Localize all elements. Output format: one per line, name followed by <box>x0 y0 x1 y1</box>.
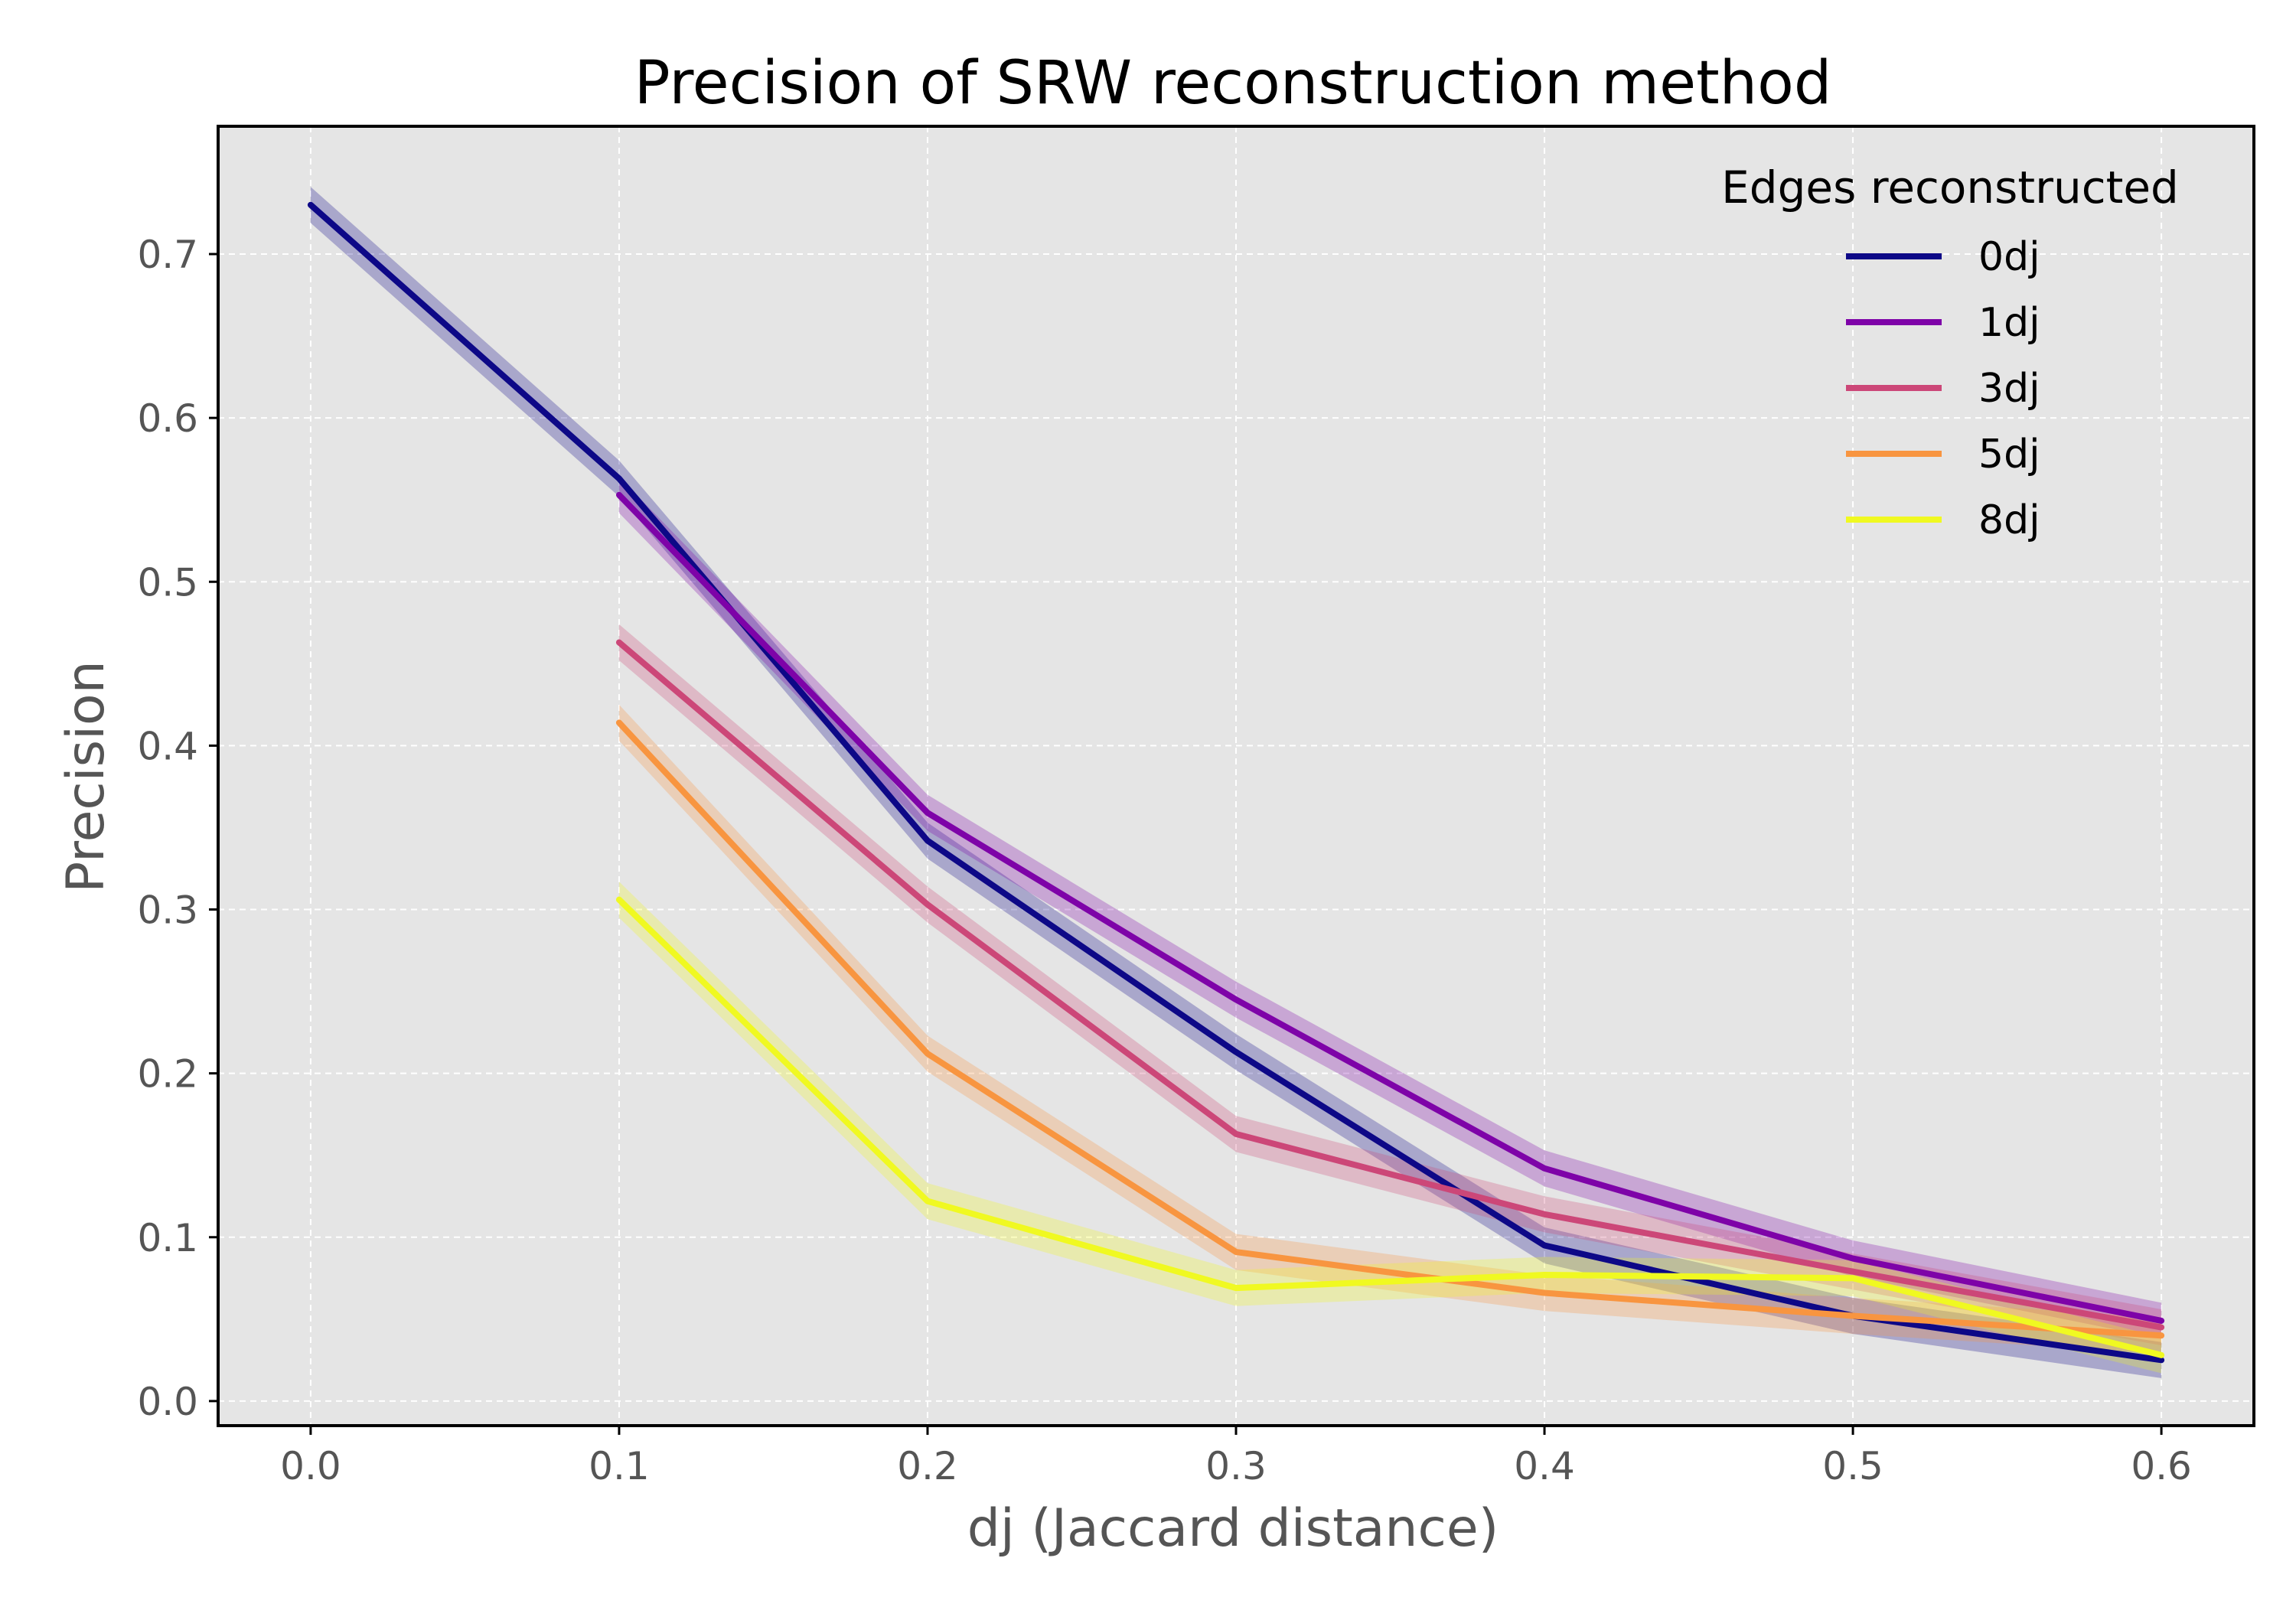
y-axis-ticks: 0.0 0.1 0.2 0.3 0.4 0.5 0.6 0.7 <box>137 233 218 1424</box>
y-tick-label: 0.5 <box>137 560 198 605</box>
x-tick-label: 0.3 <box>1205 1444 1267 1488</box>
y-tick-label: 0.4 <box>137 724 198 768</box>
y-tick-label: 0.2 <box>137 1052 198 1097</box>
y-tick-label: 0.3 <box>137 888 198 933</box>
legend-label-1dj: 1dj <box>1978 300 2040 346</box>
y-tick-label: 0.7 <box>137 233 198 277</box>
y-tick-label: 0.0 <box>137 1380 198 1424</box>
legend-label-5dj: 5dj <box>1978 432 2040 478</box>
x-tick-label: 0.2 <box>897 1444 958 1488</box>
y-axis-label: Precision <box>56 660 116 892</box>
chart-title: Precision of SRW reconstruction method <box>634 49 1832 118</box>
legend-label-3dj: 3dj <box>1978 366 2040 412</box>
legend-title: Edges reconstructed <box>1721 161 2179 214</box>
legend-label-8dj: 8dj <box>1978 497 2040 543</box>
x-axis-label: dj (Jaccard distance) <box>967 1498 1499 1559</box>
x-tick-label: 0.5 <box>1822 1444 1883 1488</box>
grid <box>218 126 2254 1426</box>
line-5dj <box>615 719 2165 1339</box>
series-lines <box>307 201 2165 1364</box>
x-tick-label: 0.4 <box>1514 1444 1575 1488</box>
legend-label-0dj: 0dj <box>1978 234 2040 280</box>
legend: Edges reconstructed 0dj 1dj 3dj 5dj 8dj <box>1721 161 2179 543</box>
x-axis-ticks: 0.0 0.1 0.2 0.3 0.4 0.5 0.6 <box>280 1426 2192 1488</box>
y-tick-label: 0.6 <box>137 396 198 441</box>
line-3dj <box>615 639 2165 1331</box>
x-tick-label: 0.1 <box>589 1444 650 1488</box>
x-tick-label: 0.0 <box>280 1444 341 1488</box>
x-tick-label: 0.6 <box>2131 1444 2192 1488</box>
y-tick-label: 0.1 <box>137 1216 198 1260</box>
line-8dj <box>615 896 2165 1358</box>
line-1dj <box>615 491 2165 1324</box>
